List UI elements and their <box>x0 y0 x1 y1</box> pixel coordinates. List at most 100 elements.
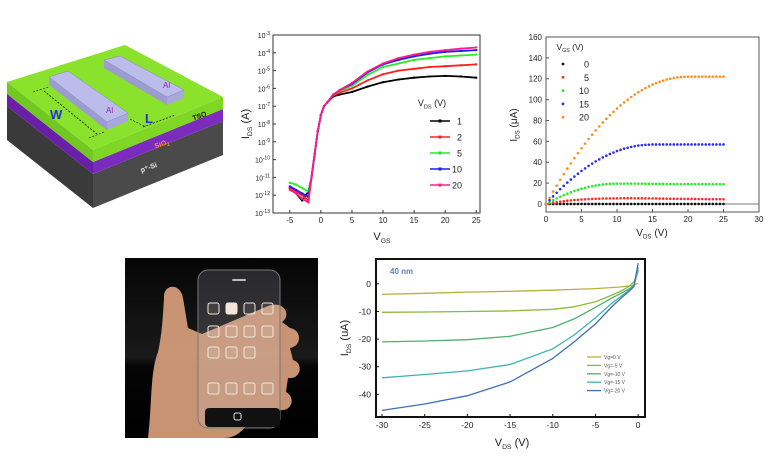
data-point-vgs-20 <box>548 196 551 200</box>
data-point-vgs-10 <box>672 182 676 186</box>
x-tick-label: 15 <box>648 215 657 224</box>
data-point-vgs-15 <box>644 143 647 147</box>
x-axis-label: VDS (V) <box>636 228 667 241</box>
app-icon <box>225 302 238 315</box>
data-point-vgs-15 <box>615 149 619 153</box>
transfer-curve-chart: -5 0 5 10 15 20 2510-310-410-510-610-710-810-9… <box>240 31 481 245</box>
data-point-vgs-15 <box>711 143 715 146</box>
data-point <box>295 190 297 193</box>
data-point-vgs-15 <box>637 144 640 147</box>
data-point-vgs-10 <box>587 185 590 189</box>
y-tick-label: 10-7 <box>258 102 270 111</box>
y-tick-label-exponent: -4 <box>266 49 271 55</box>
data-point-vgs-15 <box>715 143 718 146</box>
data-point-vgs-20 <box>658 80 661 84</box>
data-point-vgs-5 <box>708 197 711 201</box>
data-point-vgs-20 <box>601 121 605 124</box>
data-point-vgs-0 <box>686 202 690 206</box>
data-point-vgs-0 <box>601 202 605 206</box>
data-point <box>397 69 400 72</box>
x-tick-label: -15 <box>504 420 517 430</box>
data-point-vgs-20 <box>605 117 608 121</box>
data-point-vgs-5 <box>601 197 605 200</box>
y-tick-label: 10-9 <box>258 138 270 147</box>
data-point-vgs-0 <box>683 202 686 206</box>
data-point-vgs-0 <box>576 202 580 206</box>
y-axis-label-rest: (A) <box>240 109 252 127</box>
data-point-vgs-20 <box>683 75 686 79</box>
y-tick-label: 140 <box>529 54 543 63</box>
data-point-vgs-0 <box>651 202 654 206</box>
legend-label: 10 <box>579 86 589 96</box>
legend-label: 1 <box>457 117 462 127</box>
data-point <box>366 85 369 88</box>
data-point-vgs-0 <box>668 202 672 206</box>
sio2-label: SiO2 <box>154 139 171 153</box>
data-point <box>444 74 447 77</box>
data-point-vgs-10 <box>654 182 658 186</box>
length-dimension-line <box>142 114 176 128</box>
data-point-vgs-15 <box>661 143 665 146</box>
hand <box>148 286 300 438</box>
legend-title: VGS (V) <box>557 42 584 54</box>
data-point <box>444 55 447 58</box>
data-point-vgs-20 <box>637 90 640 94</box>
y-tick-label-exponent: -6 <box>266 84 271 90</box>
data-point-vgs-15 <box>622 147 626 150</box>
data-point-vgs-20 <box>612 110 615 114</box>
data-point-vgs-0 <box>700 202 704 206</box>
sio2-layer-left-face <box>7 94 93 174</box>
app-icon <box>207 346 220 359</box>
charts: -5 0 5 10 15 20 2510-310-410-510-610-710-810-9… <box>240 31 764 451</box>
data-point-vgs-5 <box>622 196 626 200</box>
app-icon <box>243 302 256 315</box>
x-axis-label-main: V <box>636 228 643 239</box>
data-point-vgs-0 <box>672 202 676 206</box>
data-point-vgs-5 <box>651 197 654 200</box>
data-point-vgs-15 <box>601 156 605 159</box>
data-point-vgs-15 <box>683 143 686 146</box>
data-point-vgs-0 <box>569 202 573 206</box>
app-icon <box>225 325 238 338</box>
data-point-vgs-15 <box>647 143 651 146</box>
y-tick-label-base: 10 <box>255 211 263 218</box>
data-point <box>413 67 416 70</box>
data-point <box>428 66 431 69</box>
data-point-vgs-5 <box>668 197 672 200</box>
data-point-vgs-0 <box>566 202 569 206</box>
x-tick-label: 5 <box>350 216 355 225</box>
data-point-vgs-0 <box>647 202 651 206</box>
legend-label: 20 <box>452 181 462 191</box>
x-axis-label-main: V <box>373 231 381 243</box>
al-electrode-right-side <box>104 60 167 105</box>
data-point-vgs-15 <box>597 158 601 161</box>
data-point-vgs-20 <box>629 95 633 99</box>
data-point-vgs-20 <box>711 75 715 78</box>
data-point-vgs-20 <box>640 88 644 92</box>
data-point-vgs-5 <box>605 197 608 200</box>
data-point-vgs-10 <box>722 182 725 186</box>
series-line-vds-1 <box>289 75 477 202</box>
legend-label: Vg=-10 V <box>604 372 626 378</box>
al-label-left: Al <box>106 106 113 115</box>
data-point-vgs-5 <box>551 201 555 205</box>
data-point-vgs-15 <box>569 178 573 181</box>
data-point-vgs-0 <box>718 202 722 206</box>
data-point <box>307 201 310 204</box>
data-point-vgs-15 <box>665 143 668 146</box>
al-electrode-left-top <box>48 70 129 123</box>
data-point-vgs-5 <box>711 197 715 201</box>
legend-marker <box>438 167 442 171</box>
data-point-vgs-0 <box>590 202 594 206</box>
y-tick-label: 100 <box>529 96 543 105</box>
data-point-vgs-15 <box>587 164 590 168</box>
data-point <box>288 188 291 191</box>
data-point-vgs-10 <box>551 198 555 202</box>
data-point-vgs-20 <box>715 75 718 78</box>
data-point-vgs-5 <box>672 197 676 201</box>
data-point-vgs-0 <box>629 202 633 206</box>
data-point-vgs-5 <box>619 196 622 200</box>
data-point <box>288 181 291 184</box>
data-point <box>350 87 353 90</box>
